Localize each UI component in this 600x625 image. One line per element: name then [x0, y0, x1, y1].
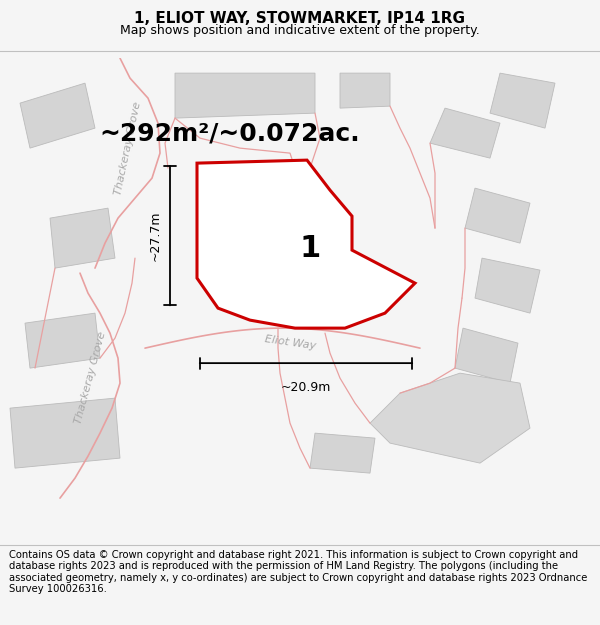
Text: 1: 1 — [299, 234, 320, 262]
Text: ~20.9m: ~20.9m — [281, 381, 331, 394]
Polygon shape — [50, 208, 115, 268]
Text: Map shows position and indicative extent of the property.: Map shows position and indicative extent… — [120, 24, 480, 37]
Polygon shape — [475, 258, 540, 313]
Polygon shape — [197, 160, 415, 328]
Text: Thackeray Grove: Thackeray Grove — [113, 101, 143, 196]
Polygon shape — [465, 188, 530, 243]
Text: Eliot Way: Eliot Way — [263, 334, 316, 352]
Polygon shape — [430, 108, 500, 158]
Polygon shape — [455, 328, 518, 383]
Text: ~292m²/~0.072ac.: ~292m²/~0.072ac. — [100, 121, 361, 145]
Polygon shape — [20, 83, 95, 148]
Text: 1, ELIOT WAY, STOWMARKET, IP14 1RG: 1, ELIOT WAY, STOWMARKET, IP14 1RG — [134, 11, 466, 26]
Polygon shape — [240, 198, 335, 268]
Polygon shape — [310, 433, 375, 473]
Text: ~27.7m: ~27.7m — [149, 211, 162, 261]
Text: Thackeray Grove: Thackeray Grove — [73, 331, 107, 426]
Polygon shape — [175, 73, 315, 118]
Polygon shape — [340, 73, 390, 108]
Polygon shape — [370, 373, 530, 463]
Polygon shape — [25, 313, 100, 368]
Text: Contains OS data © Crown copyright and database right 2021. This information is : Contains OS data © Crown copyright and d… — [9, 549, 587, 594]
Polygon shape — [10, 398, 120, 468]
Polygon shape — [490, 73, 555, 128]
